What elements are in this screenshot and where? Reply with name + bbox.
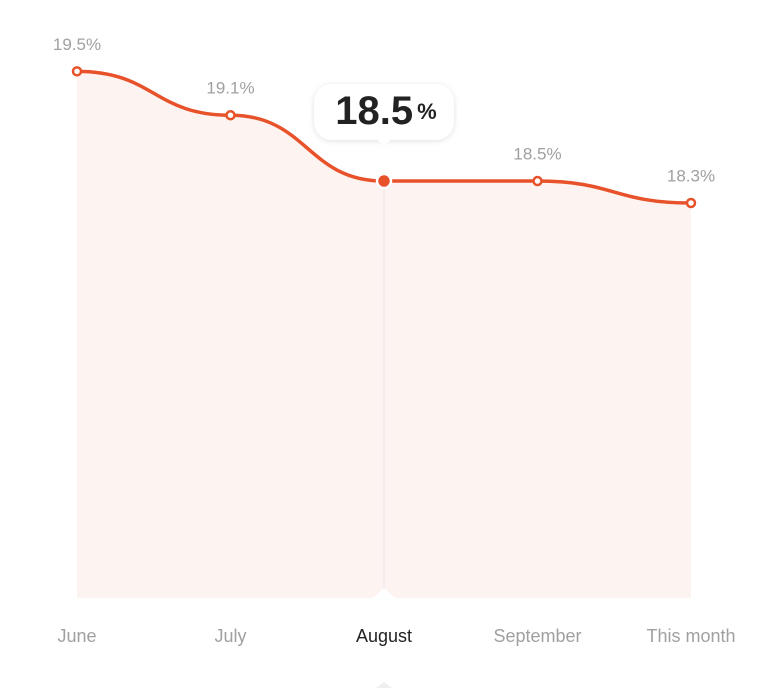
value-label: 18.5%	[513, 145, 561, 164]
tooltip-value: 18.5	[335, 89, 413, 133]
x-tick-label: July	[214, 626, 246, 646]
bottom-notch	[376, 682, 392, 688]
point	[71, 66, 83, 77]
x-tick-label: June	[57, 626, 96, 646]
point	[225, 109, 236, 121]
value-label: 19.1%	[206, 79, 254, 98]
tooltip-pointer	[377, 139, 391, 146]
point	[685, 197, 697, 209]
x-tick-label: September	[493, 626, 581, 646]
value-label: 18.3%	[667, 166, 715, 185]
point-selected	[375, 172, 393, 190]
x-tick-label: August	[356, 626, 412, 646]
value-label: 19.5%	[53, 35, 101, 54]
tooltip-unit: %	[417, 99, 437, 124]
tooltip: 18.5%	[314, 84, 454, 146]
tooltip-text: 18.5%	[335, 89, 436, 133]
tooltip-box	[314, 84, 454, 140]
point	[532, 175, 543, 187]
selection-notch	[373, 588, 395, 598]
x-tick-label: This month	[646, 626, 735, 646]
